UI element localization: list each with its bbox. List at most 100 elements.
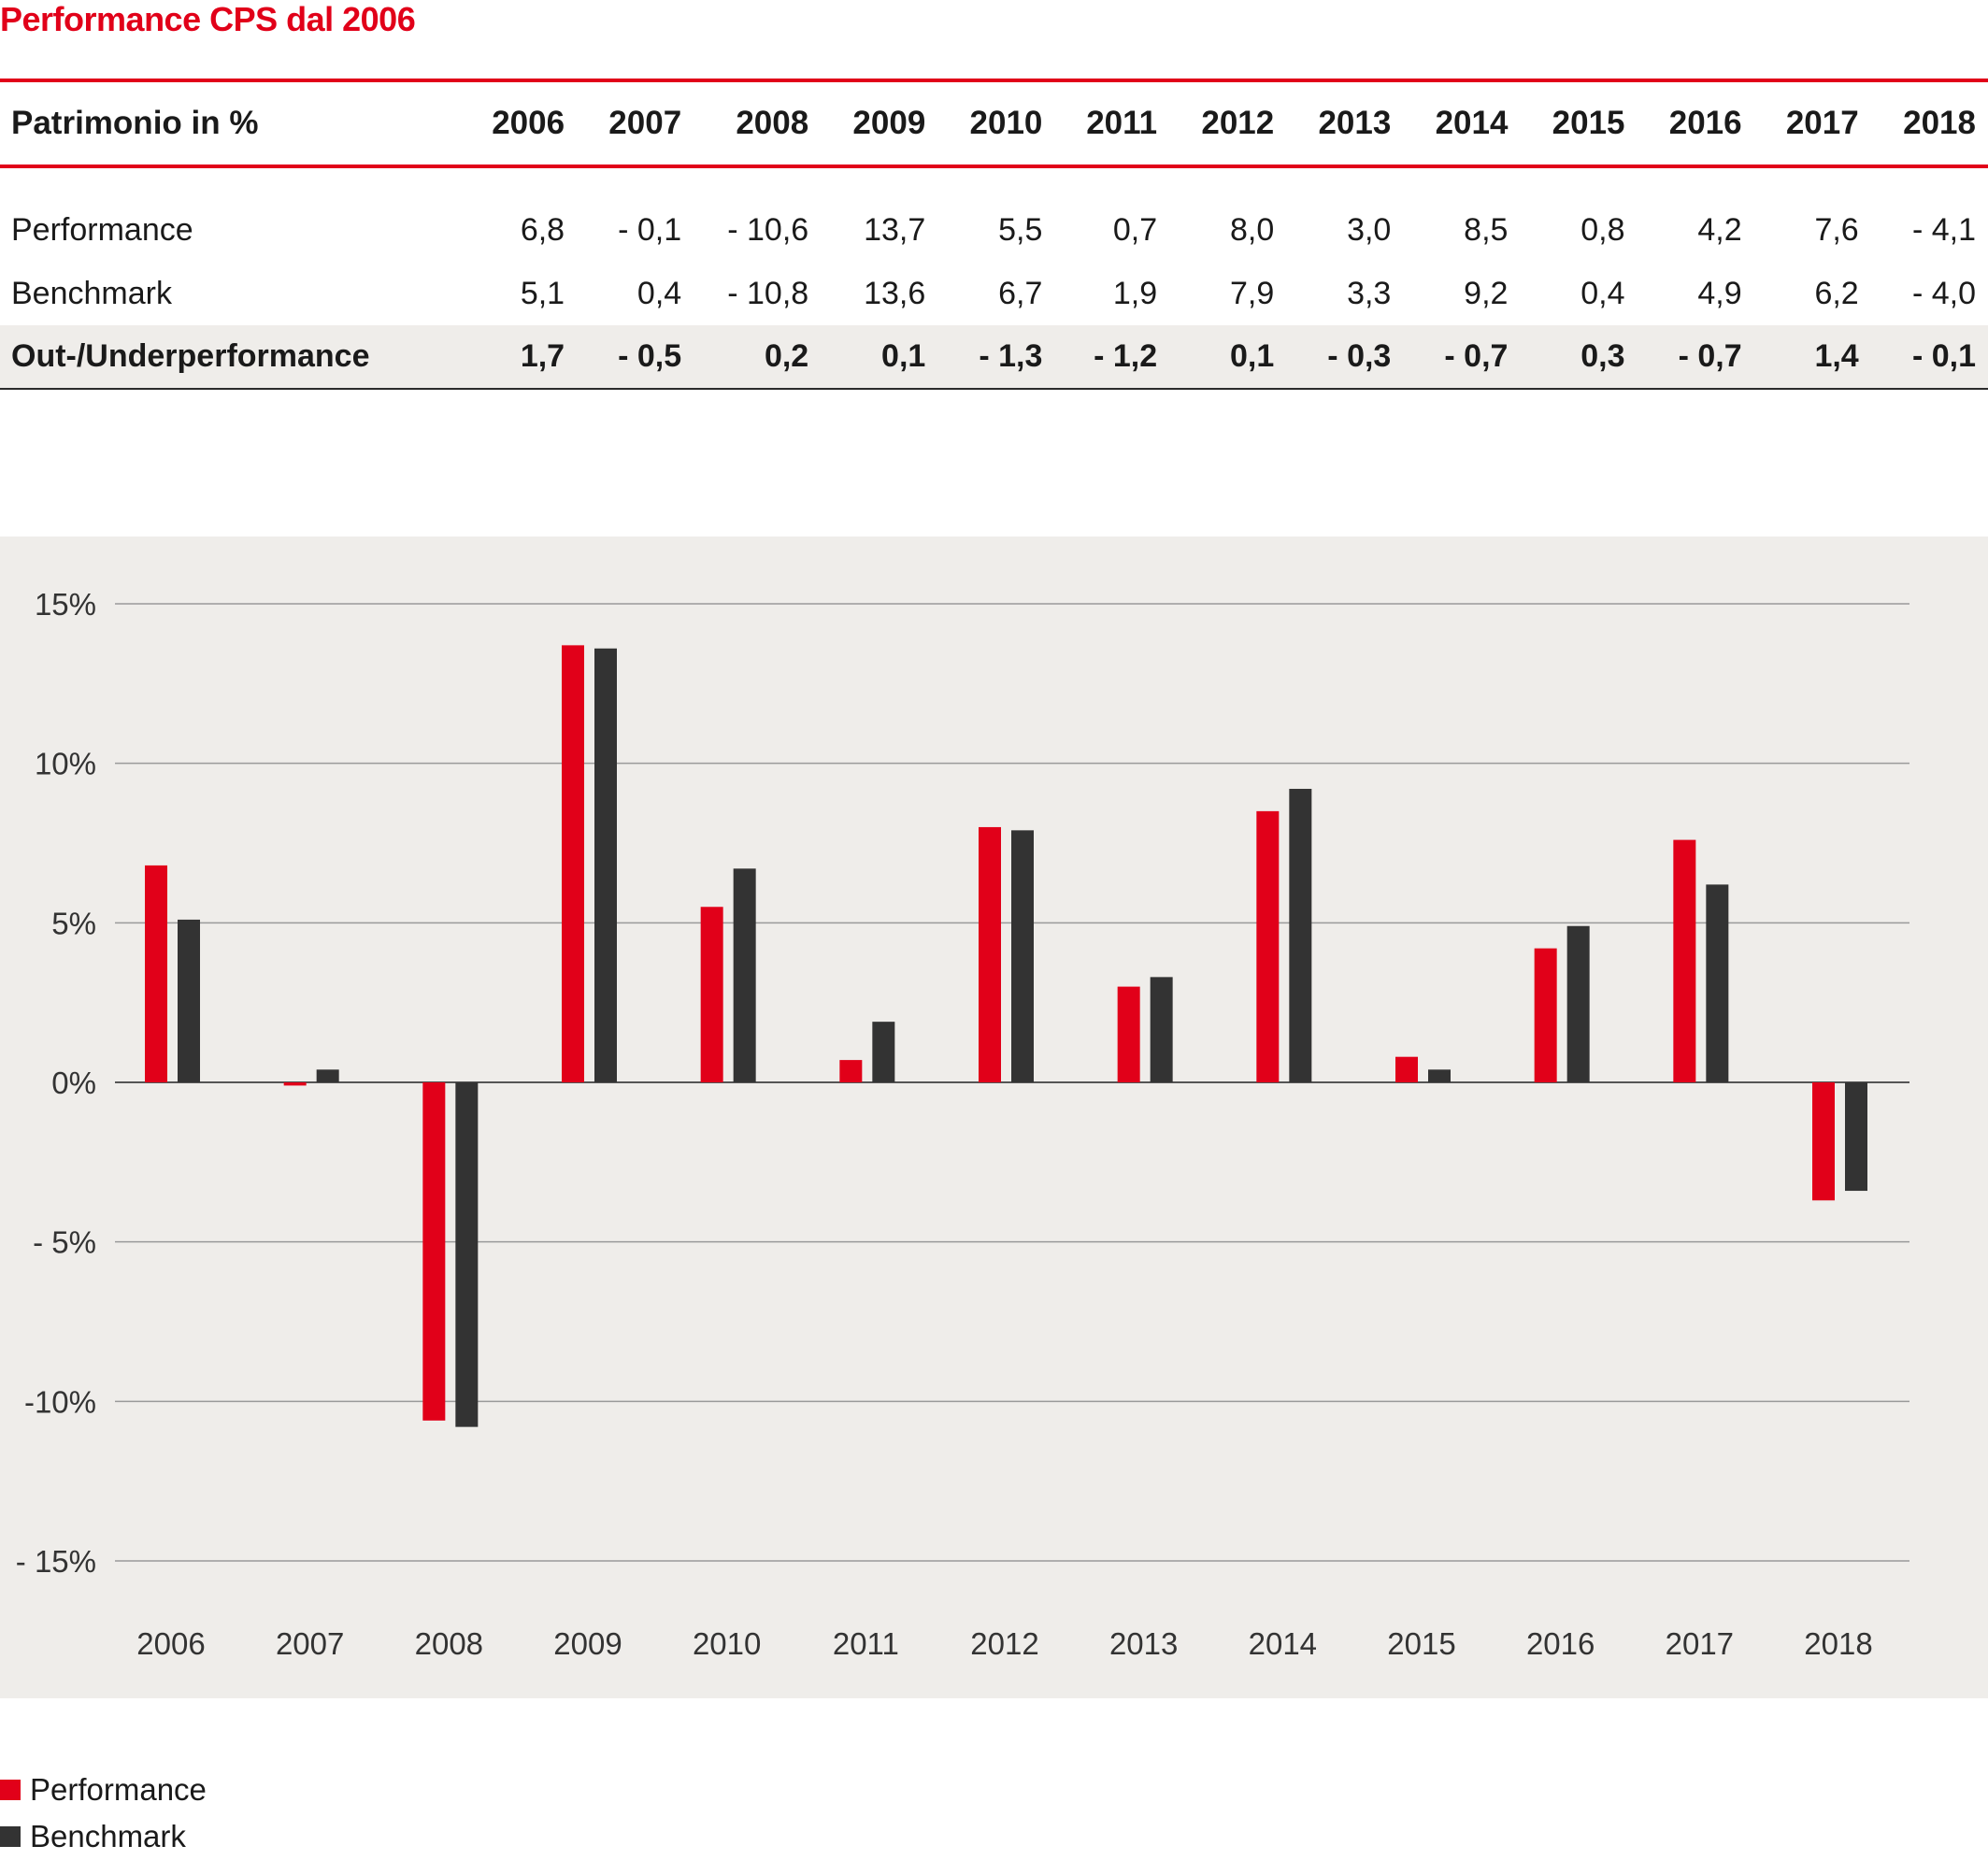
x-tick-label: 2006 bbox=[136, 1626, 205, 1661]
table-cell: 4,2 bbox=[1697, 211, 1742, 248]
y-tick-label: 5% bbox=[51, 906, 96, 940]
year-header: 2007 bbox=[608, 105, 682, 141]
bar-benchmark-2006 bbox=[178, 919, 200, 1082]
row-label: Performance bbox=[11, 211, 193, 248]
year-header: 2010 bbox=[969, 105, 1043, 141]
table-header-row: Patrimonio in % 2006 2007 2008 2009 2010 2011… bbox=[0, 80, 1988, 166]
x-tick-label: 2015 bbox=[1387, 1626, 1455, 1661]
bar-performance-2016 bbox=[1534, 948, 1557, 1082]
bar-benchmark-2007 bbox=[316, 1069, 339, 1082]
bar-performance-2015 bbox=[1395, 1056, 1418, 1082]
table-cell: 4,9 bbox=[1697, 275, 1742, 311]
bar-performance-2007 bbox=[283, 1082, 307, 1086]
bar-benchmark-2011 bbox=[872, 1022, 895, 1082]
bar-performance-2009 bbox=[562, 645, 584, 1082]
table-cell: 6,2 bbox=[1814, 275, 1859, 311]
year-header: 2009 bbox=[852, 105, 926, 141]
bar-performance-2017 bbox=[1673, 839, 1696, 1082]
table-cell: 5,5 bbox=[998, 211, 1043, 248]
table-row: Out-/Underperformance 1,7 - 0,5 0,2 0,1 - 1,3… bbox=[0, 325, 1988, 389]
table-cell: - 0,7 bbox=[1678, 338, 1742, 374]
table-row: Benchmark 5,1 0,4 - 10,8 13,6 6,7 1,9 7,9 3,3 9,2… bbox=[0, 262, 1988, 325]
y-tick-label: - 15% bbox=[16, 1544, 96, 1579]
year-header: 2011 bbox=[1086, 105, 1158, 141]
table-cell: 0,8 bbox=[1580, 211, 1625, 248]
x-tick-label: 2010 bbox=[693, 1626, 761, 1661]
bar-performance-2008 bbox=[422, 1082, 446, 1421]
table-cell: 0,1 bbox=[1229, 338, 1275, 374]
header-label: Patrimonio in % bbox=[11, 105, 259, 141]
table-cell: 1,7 bbox=[520, 338, 565, 374]
table-cell: - 1,2 bbox=[1094, 338, 1158, 374]
bar-benchmark-2014 bbox=[1289, 788, 1312, 1082]
table-cell: 0,1 bbox=[881, 338, 926, 374]
table-cell: 0,2 bbox=[764, 338, 809, 374]
table-cell: 13,6 bbox=[864, 275, 926, 311]
table-cell: 3,3 bbox=[1347, 275, 1392, 311]
x-tick-label: 2012 bbox=[970, 1626, 1038, 1661]
table-cell: - 0,1 bbox=[618, 211, 682, 248]
table-cell: 13,7 bbox=[864, 211, 926, 248]
performance-table: Patrimonio in % 2006 2007 2008 2009 2010 2011… bbox=[0, 79, 1988, 390]
table-cell: - 10,8 bbox=[727, 275, 809, 311]
bar-performance-2010 bbox=[700, 907, 723, 1082]
bar-benchmark-2010 bbox=[733, 868, 756, 1082]
legend-item-performance: Performance bbox=[0, 1767, 207, 1813]
bar-benchmark-2013 bbox=[1150, 977, 1173, 1082]
y-tick-label: 10% bbox=[35, 747, 96, 781]
row-label: Benchmark bbox=[11, 275, 172, 311]
bar-benchmark-2009 bbox=[594, 648, 617, 1082]
bar-performance-2014 bbox=[1256, 810, 1280, 1082]
table-cell: - 4,0 bbox=[1911, 275, 1976, 311]
year-header: 2015 bbox=[1552, 105, 1625, 141]
year-header: 2014 bbox=[1435, 105, 1509, 141]
table-cell: - 10,6 bbox=[727, 211, 809, 248]
year-header: 2012 bbox=[1201, 105, 1275, 141]
x-tick-label: 2013 bbox=[1109, 1626, 1178, 1661]
table-cell: 6,8 bbox=[520, 211, 565, 248]
table-cell: 0,4 bbox=[1580, 275, 1625, 311]
table-cell: - 0,7 bbox=[1444, 338, 1509, 374]
y-tick-label: - 5% bbox=[33, 1225, 96, 1260]
legend-item-benchmark: Benchmark bbox=[0, 1813, 207, 1860]
bar-benchmark-2017 bbox=[1706, 884, 1729, 1082]
bar-performance-2011 bbox=[839, 1060, 863, 1082]
bar-performance-2012 bbox=[979, 826, 1001, 1082]
table-cell: 8,5 bbox=[1464, 211, 1509, 248]
row-label: Out-/Underperformance bbox=[11, 338, 370, 374]
year-header: 2008 bbox=[736, 105, 809, 141]
table-cell: - 4,1 bbox=[1911, 211, 1976, 248]
bar-benchmark-2016 bbox=[1566, 925, 1590, 1082]
legend-swatch-benchmark bbox=[0, 1826, 21, 1847]
year-header: 2016 bbox=[1668, 105, 1742, 141]
bar-benchmark-2015 bbox=[1428, 1069, 1451, 1082]
table-cell: 0,4 bbox=[636, 275, 682, 311]
table-row: Performance 6,8 - 0,1 - 10,6 13,7 5,5 0,7 8,0 3,… bbox=[0, 198, 1988, 262]
table-cell: 7,6 bbox=[1814, 211, 1859, 248]
y-tick-label: 15% bbox=[35, 587, 96, 622]
bar-performance-2013 bbox=[1117, 986, 1140, 1082]
table-cell: 1,4 bbox=[1814, 338, 1859, 374]
x-tick-label: 2007 bbox=[276, 1626, 344, 1661]
legend-label-benchmark: Benchmark bbox=[30, 1819, 186, 1853]
bar-performance-2006 bbox=[145, 865, 167, 1082]
table-cell: 8,0 bbox=[1229, 211, 1275, 248]
legend-swatch-performance bbox=[0, 1780, 21, 1800]
table-cell: 9,2 bbox=[1464, 275, 1509, 311]
table-cell: - 0,3 bbox=[1327, 338, 1392, 374]
x-tick-label: 2017 bbox=[1666, 1626, 1734, 1661]
bar-chart: 15% 10% 5% 0% - 5% -10% - 15% 2006 2007 2008 2009 2… bbox=[16, 587, 1909, 1661]
table-cell: 1,9 bbox=[1112, 275, 1158, 311]
year-header: 2006 bbox=[492, 105, 565, 141]
table-cell: - 0,5 bbox=[618, 338, 682, 374]
table-cell: 7,9 bbox=[1229, 275, 1275, 311]
x-tick-label: 2018 bbox=[1804, 1626, 1872, 1661]
x-tick-label: 2009 bbox=[553, 1626, 622, 1661]
table-cell: 5,1 bbox=[520, 275, 565, 311]
table-cell: 6,7 bbox=[998, 275, 1043, 311]
year-header: 2017 bbox=[1785, 105, 1859, 141]
table-cell: 0,7 bbox=[1112, 211, 1158, 248]
table-cell: - 1,3 bbox=[979, 338, 1043, 374]
x-tick-label: 2008 bbox=[415, 1626, 483, 1661]
table-cell: 3,0 bbox=[1347, 211, 1392, 248]
